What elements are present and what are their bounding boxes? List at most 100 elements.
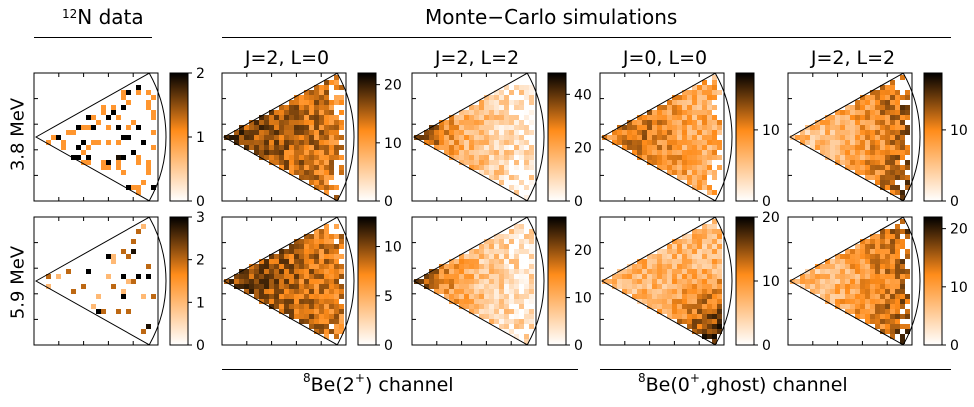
heatmap-cell (647, 304, 652, 309)
heatmap-cell (870, 284, 875, 289)
heatmap-cell (622, 145, 627, 150)
heatmap-cell (289, 170, 294, 175)
heatmap-cell (687, 160, 692, 165)
heatmap-cell (890, 95, 895, 100)
heatmap-cell (845, 264, 850, 269)
heatmap-cell (309, 249, 314, 254)
heatmap-cell (677, 125, 682, 130)
heatmap-cell (890, 140, 895, 145)
heatmap-cell (479, 100, 484, 105)
heatmap-cell (529, 299, 534, 304)
heatmap-cell (304, 244, 309, 249)
heatmap-cell (324, 115, 329, 120)
heatmap-cell (514, 120, 519, 125)
heatmap-cell (504, 105, 509, 110)
heatmap-cell (86, 269, 91, 274)
heatmap-cell (890, 229, 895, 234)
heatmap-cell (299, 140, 304, 145)
heatmap-cell (672, 249, 677, 254)
heatmap-cell (509, 239, 514, 244)
heatmap-cell (244, 284, 249, 289)
heatmap-cell (830, 279, 835, 284)
heatmap-cell (805, 130, 810, 135)
heatmap-cell (339, 314, 344, 319)
heatmap-cell (677, 299, 682, 304)
heatmap-cell (499, 279, 504, 284)
heatmap-cell (444, 294, 449, 299)
heatmap-cell (489, 95, 494, 100)
heatmap-cell (264, 125, 269, 130)
heatmap-cell (860, 140, 865, 145)
heatmap-cell (677, 145, 682, 150)
heatmap-cell (820, 150, 825, 155)
heatmap-cell (146, 170, 151, 175)
heatmap-cell (329, 254, 334, 259)
heatmap-cell (339, 95, 344, 100)
heatmap-cell (459, 140, 464, 145)
heatmap-cell (96, 140, 101, 145)
heatmap-cell (146, 165, 151, 170)
heatmap-cell (905, 90, 910, 95)
heatmap-cell (880, 135, 885, 140)
heatmap-cell (314, 319, 319, 324)
heatmap-cell (717, 329, 722, 334)
heatmap-cell (880, 185, 885, 190)
heatmap-cell (509, 130, 514, 135)
heatmap-cell (712, 314, 717, 319)
heatmap-cell (494, 105, 499, 110)
heatmap-cell (259, 150, 264, 155)
heatmap-cell (454, 140, 459, 145)
heatmap-cell (855, 289, 860, 294)
heatmap-cell (647, 284, 652, 289)
heatmap-cell (111, 284, 116, 289)
heatmap-cell (314, 254, 319, 259)
heatmap-cell (299, 150, 304, 155)
heatmap-cell (494, 314, 499, 319)
heatmap-cell (890, 334, 895, 339)
heatmap-cell (314, 160, 319, 165)
heatmap-cell (707, 100, 712, 105)
heatmap-cell (474, 145, 479, 150)
panel-frame (411, 216, 537, 346)
heatmap-cell (519, 304, 524, 309)
heatmap-cell (870, 155, 875, 160)
heatmap-cell (820, 269, 825, 274)
heatmap-cell (855, 110, 860, 115)
heatmap-cell (637, 120, 642, 125)
heatmap-cell (126, 185, 131, 190)
heatmap-cell (284, 160, 289, 165)
heatmap-cell (860, 150, 865, 155)
heatmap-cell (259, 140, 264, 145)
heatmap-cell (895, 309, 900, 314)
heatmap-cell (479, 150, 484, 155)
data-title-post: N data (77, 5, 144, 29)
heatmap-cell (667, 249, 672, 254)
heatmap-cell (524, 299, 529, 304)
heatmap-cell (692, 95, 697, 100)
heatmap-cell (454, 130, 459, 135)
heatmap-cell (294, 135, 299, 140)
heatmap-cell (707, 190, 712, 195)
heatmap-cell (865, 274, 870, 279)
heatmap-cell (677, 309, 682, 314)
heatmap-cell (845, 259, 850, 264)
heatmap-cell (289, 150, 294, 155)
heatmap-cell (334, 224, 339, 229)
heatmap-cell (494, 234, 499, 239)
heatmap-cell (712, 304, 717, 309)
heatmap-cell (860, 239, 865, 244)
heatmap-cell (697, 304, 702, 309)
heatmap-cell (622, 140, 627, 145)
heatmap-cell (339, 269, 344, 274)
heatmap-cell (329, 274, 334, 279)
heatmap-cell (464, 259, 469, 264)
heatmap-cell (810, 130, 815, 135)
heatmap-cell (845, 125, 850, 130)
heatmap-cell (136, 190, 141, 195)
heatmap-cell (697, 244, 702, 249)
heatmap-cell (274, 145, 279, 150)
heatmap-cell (459, 150, 464, 155)
heatmap-cell (682, 95, 687, 100)
heatmap-cell (905, 314, 910, 319)
heatmap-cell (484, 150, 489, 155)
